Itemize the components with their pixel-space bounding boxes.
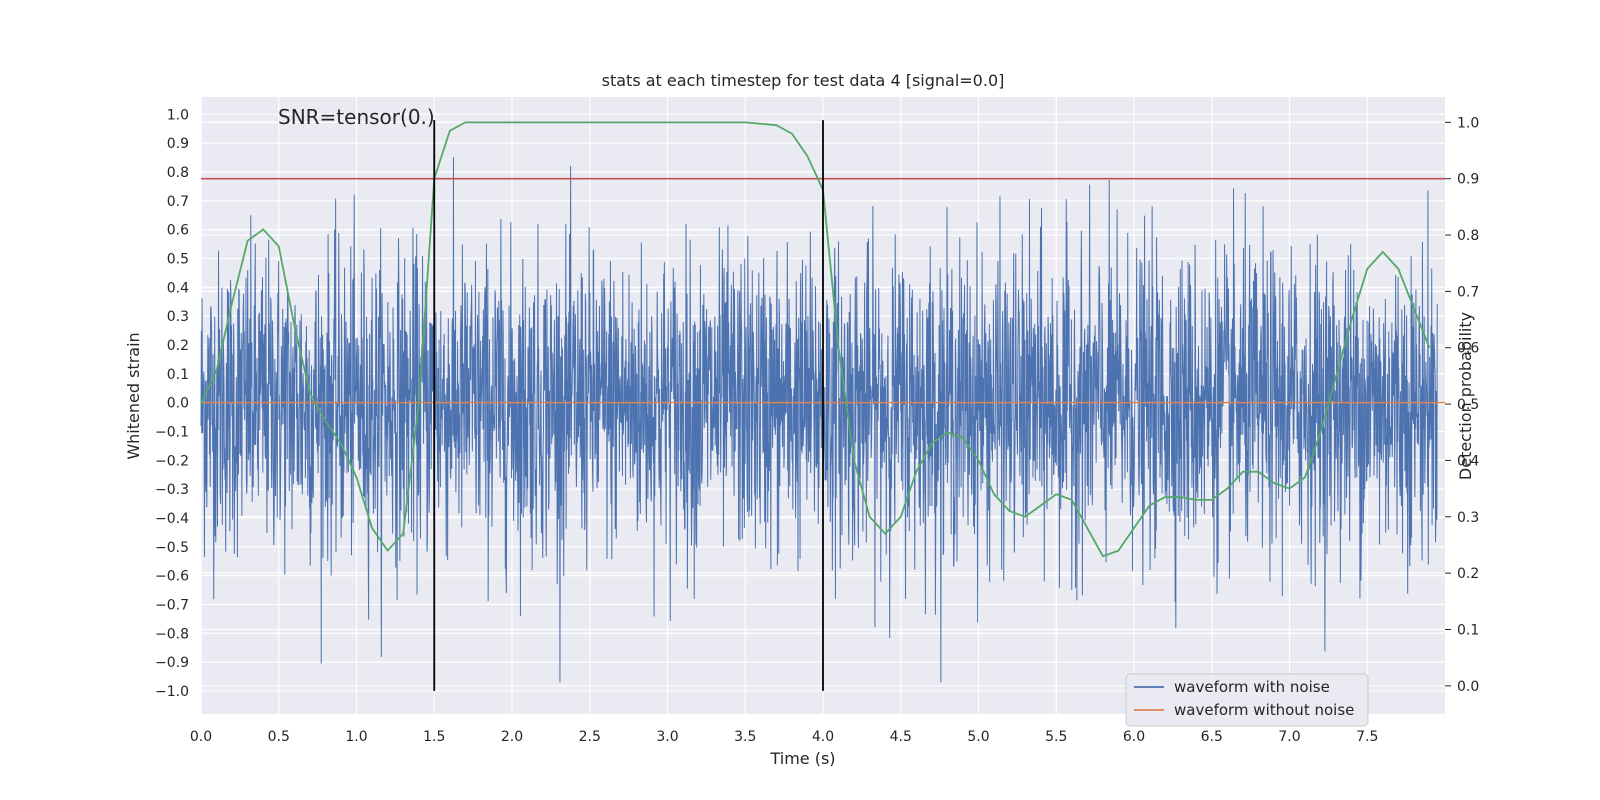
- x-tick-label: 2.0: [501, 729, 523, 745]
- left-y-tick-label: 0.8: [167, 165, 189, 181]
- left-y-tick-label: −0.8: [155, 626, 189, 642]
- left-y-tick-label: 1.0: [167, 107, 189, 123]
- right-y-tick-label: 0.3: [1457, 510, 1479, 526]
- legend-label-noise: waveform with noise: [1174, 678, 1330, 696]
- x-tick-label: 7.0: [1278, 729, 1300, 745]
- left-y-tick-label: −0.2: [155, 453, 189, 469]
- left-y-tick-label: 0.2: [167, 338, 189, 354]
- right-y-tick-label: 0.8: [1457, 228, 1479, 244]
- x-axis-ticks: 0.0 0.5 1.0 1.5 2.0 2.5 3.0 3.5 4.0 4.5 5.0 5.5 6.0 6…: [190, 729, 1379, 745]
- x-tick-label: 3.5: [734, 729, 756, 745]
- x-tick-label: 1.5: [423, 729, 445, 745]
- x-axis-label: Time (s): [769, 749, 835, 768]
- right-y-tick-label: 0.0: [1457, 679, 1479, 695]
- x-tick-label: 0.0: [190, 729, 212, 745]
- left-y-axis-label: Whitened strain: [124, 332, 143, 459]
- right-y-axis-ticks: 1.0 0.9 0.8 0.7 0.6 0.5 0.4 0.3 0.2 0.1 0.0: [1445, 115, 1479, 695]
- legend: waveform with noise waveform without noi…: [1125, 673, 1369, 727]
- left-y-tick-label: −0.6: [155, 569, 189, 585]
- left-y-tick-label: −0.5: [155, 540, 189, 556]
- left-y-tick-label: 0.9: [167, 136, 189, 152]
- left-y-tick-label: −0.3: [155, 482, 189, 498]
- detection-probability-series: [200, 121, 1431, 558]
- x-tick-label: 4.5: [890, 729, 912, 745]
- x-tick-label: 3.0: [656, 729, 678, 745]
- left-y-tick-label: 0.7: [167, 194, 189, 210]
- snr-annotation: SNR=tensor(0.): [278, 105, 435, 129]
- left-y-tick-label: 0.0: [167, 396, 189, 412]
- left-y-tick-label: −1.0: [155, 684, 189, 700]
- probability-trace: [200, 121, 1431, 558]
- left-y-tick-label: 0.3: [167, 309, 189, 325]
- right-y-tick-label: 0.1: [1457, 622, 1479, 638]
- legend-label-clean: waveform without noise: [1174, 701, 1354, 719]
- x-tick-label: 4.0: [812, 729, 834, 745]
- vertical-markers: [433, 120, 824, 691]
- right-y-tick-label: 0.5: [1457, 397, 1479, 413]
- left-y-tick-label: 0.6: [167, 223, 189, 239]
- x-tick-label: 5.0: [967, 729, 989, 745]
- left-y-axis-ticks: 1.0 0.9 0.8 0.7 0.6 0.5 0.4 0.3 0.2 0.1 0.0 −0.1 −0.…: [155, 107, 189, 700]
- left-y-tick-label: 0.4: [167, 280, 189, 296]
- chart-title: stats at each timestep for test data 4 […: [602, 71, 1005, 90]
- right-y-tick-label: 0.9: [1457, 172, 1479, 188]
- x-tick-label: 1.0: [345, 729, 367, 745]
- right-y-tick-label: 0.7: [1457, 284, 1479, 300]
- right-y-axis-label: Detection probability: [1456, 312, 1475, 480]
- x-tick-label: 5.5: [1045, 729, 1067, 745]
- right-y-tick-label: 0.2: [1457, 566, 1479, 582]
- left-y-tick-label: −0.1: [155, 424, 189, 440]
- right-y-tick-label: 0.6: [1457, 341, 1479, 357]
- right-y-tick-label: 1.0: [1457, 115, 1479, 131]
- x-tick-label: 2.5: [579, 729, 601, 745]
- waveform-with-noise-series: [200, 157, 1438, 683]
- left-y-tick-label: 0.5: [167, 251, 189, 267]
- x-tick-label: 0.5: [268, 729, 290, 745]
- left-y-tick-label: −0.7: [155, 597, 189, 613]
- left-y-tick-label: −0.4: [155, 511, 189, 527]
- left-y-tick-label: −0.9: [155, 655, 189, 671]
- x-tick-label: 6.0: [1123, 729, 1145, 745]
- legend-box: [1125, 673, 1369, 727]
- left-y-tick-label: 0.1: [167, 367, 189, 383]
- right-y-tick-label: 0.4: [1457, 453, 1479, 469]
- x-tick-label: 6.5: [1201, 729, 1223, 745]
- noise-trace: [200, 157, 1438, 683]
- x-tick-label: 7.5: [1356, 729, 1378, 745]
